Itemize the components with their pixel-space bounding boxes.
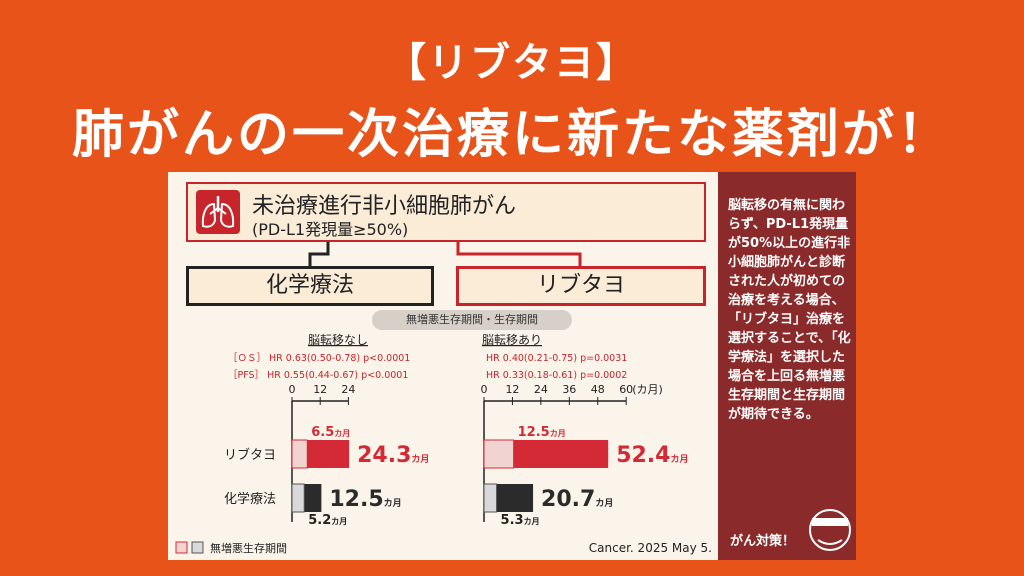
citation: Cancer. 2025 May 5. — [589, 541, 712, 555]
category-label: リブタヨ — [224, 447, 276, 463]
lung-icon — [196, 190, 240, 234]
title-line2: 肺がんの一次治療に新たな薬剤が！ — [71, 105, 952, 165]
x-tick-label: 24 — [534, 383, 548, 396]
mascot-icon — [809, 509, 851, 551]
x-tick-label: 36 — [562, 383, 576, 396]
summary-text: 脳転移の有無に関わらず、PD-L1発現量が50%以上の進行非小細胞肺がんと診断さ… — [728, 198, 851, 422]
hr-stat: ［ＯＳ］ HR 0.63(0.50-0.78) p<0.0001 — [228, 353, 410, 364]
x-unit-label: (カ月) — [632, 383, 663, 396]
endpoint-pill: 無増悪生存期間・生存期間 — [372, 310, 572, 330]
hr-stat: ［PFS］ HR 0.55(0.44-0.67) p<0.0001 — [228, 370, 408, 381]
os-value-label: 12.5カ月 — [329, 487, 401, 512]
legend-swatch-chemo — [191, 541, 204, 554]
x-tick-label: 48 — [591, 383, 605, 396]
chart-title: 脳転移あり — [482, 333, 542, 347]
x-tick-label: 12 — [505, 383, 519, 396]
x-tick-label: 60 — [619, 383, 633, 396]
os-value-label: 24.3カ月 — [357, 443, 429, 468]
pfs-bar — [291, 483, 305, 513]
summary-panel: 脳転移の有無に関わらず、PD-L1発現量が50%以上の進行非小細胞肺がんと診断さ… — [718, 172, 856, 560]
x-tick-label: 12 — [313, 383, 327, 396]
survival-charts: 脳転移なし ［ＯＳ］ HR 0.63(0.50-0.78) p<0.0001 ［PF… — [175, 333, 712, 555]
x-tick-label: 24 — [341, 383, 355, 396]
x-tick-label: 0 — [481, 383, 488, 396]
info-card: 未治療進行非小細胞肺がん (PD-L1発現量≥50%) 化学療法 リブタヨ 無増… — [168, 172, 718, 560]
header-subtitle: (PD-L1発現量≥50%) — [252, 220, 409, 239]
pfs-bar — [291, 439, 308, 469]
summary-footer: がん対策！ — [730, 534, 796, 549]
pfs-value-label: 5.2カ月 — [308, 513, 347, 528]
pfs-bar — [483, 439, 515, 469]
arm-libtayo-box: リブタヨ — [456, 266, 706, 306]
category-label: 化学療法 — [224, 491, 276, 507]
legend-label: 無増悪生存期間 — [210, 541, 287, 555]
os-value-label: 52.4カ月 — [616, 443, 688, 468]
legend-swatch-libtayo — [175, 541, 188, 554]
pfs-value-label: 5.3カ月 — [501, 513, 540, 528]
header-title: 未治療進行非小細胞肺がん — [252, 194, 517, 219]
hr-stat: HR 0.33(0.18-0.61) p=0.0002 — [486, 370, 627, 381]
pfs-value-label: 12.5カ月 — [518, 425, 566, 440]
pfs-bar — [483, 483, 498, 513]
x-tick-label: 0 — [289, 383, 296, 396]
connector-lines — [308, 242, 582, 266]
arm-chemo-box: 化学療法 — [186, 266, 434, 306]
chart-title: 脳転移なし — [308, 333, 368, 347]
pfs-value-label: 6.5カ月 — [311, 425, 350, 440]
os-value-label: 20.7カ月 — [541, 487, 613, 512]
header-box: 未治療進行非小細胞肺がん (PD-L1発現量≥50%) — [186, 182, 706, 242]
hr-stat: HR 0.40(0.21-0.75) p=0.0031 — [486, 353, 627, 364]
title-line1: 【リブタヨ】 — [386, 40, 638, 86]
